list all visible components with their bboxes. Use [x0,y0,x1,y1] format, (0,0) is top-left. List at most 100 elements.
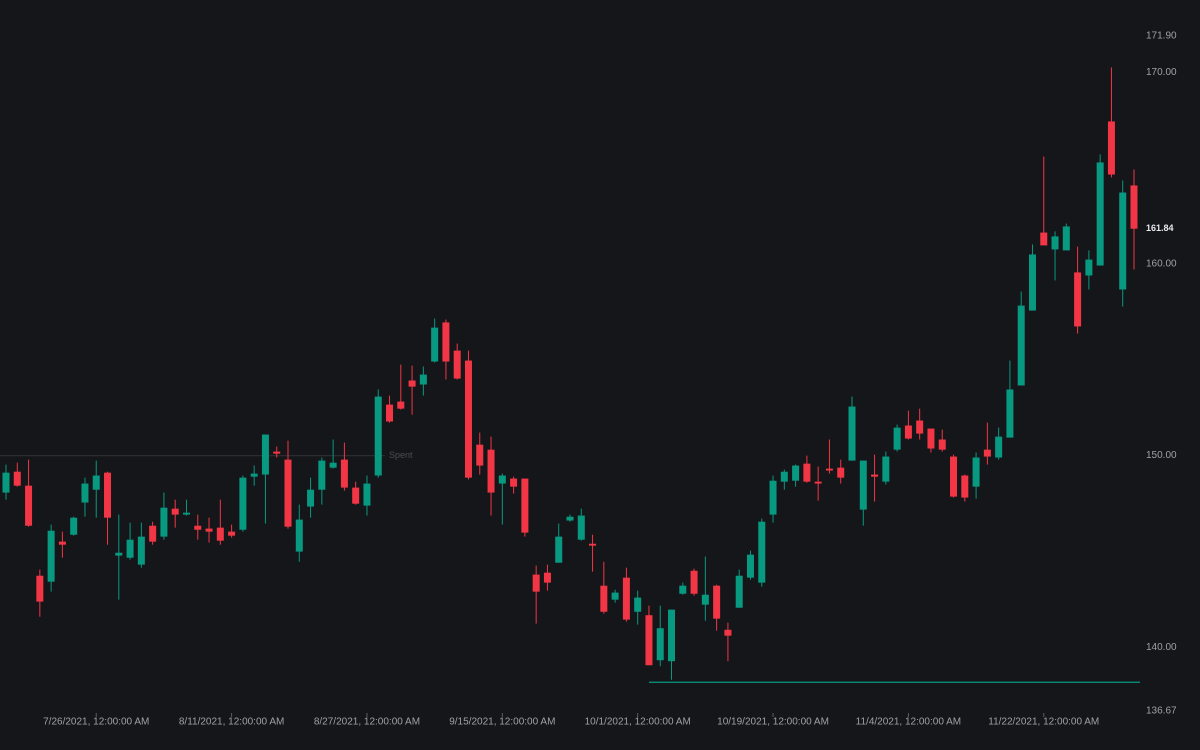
candle-body [104,472,112,518]
candle-body [1028,254,1036,311]
last-price-label: 161.84 [1146,223,1174,233]
candle-body [622,577,630,620]
candle-body [735,575,743,608]
candle-body [1074,272,1082,327]
candle-body [611,592,619,600]
y-tick-label: 171.90 [1146,31,1177,42]
candle-body [916,420,924,434]
candle-body [182,512,190,515]
candle-body [126,539,134,558]
candle-body [701,594,709,605]
y-tick-label: 160.00 [1146,259,1177,270]
candle-body [780,471,788,482]
candle-body [758,521,766,583]
price-line-label: Spent [389,450,413,460]
x-tick-label: 10/19/2021, 12:00:00 AM [717,717,829,728]
candle-body [295,519,303,552]
candle-body [386,404,394,422]
y-tick-label: 140.00 [1146,642,1177,653]
candle-body [521,478,529,533]
candle-body [92,475,100,490]
candle-body [938,439,946,450]
candle-body [1040,232,1048,246]
candle-body [803,463,811,482]
candle-body [487,449,495,493]
y-tick-label: 170.00 [1146,67,1177,78]
candle-body [656,628,664,661]
y-tick-label: 150.00 [1146,450,1177,461]
candle-body [690,570,698,594]
candle-body [893,427,901,450]
y-tick-label: 136.67 [1146,706,1177,717]
candle-body [927,428,935,449]
candle-body [859,460,867,510]
candle-body [284,459,292,527]
candle-body [374,396,382,476]
candle-body [746,554,754,578]
candle-body [837,467,845,478]
candle-body [769,480,777,515]
candle-body [160,507,168,537]
candle-body [47,530,55,582]
candle-body [645,615,653,666]
candle-body [194,525,202,530]
candle-body [724,629,732,636]
candle-body [814,481,822,484]
candle-body [453,350,461,379]
candle-body [36,575,44,602]
candle-body [498,475,506,484]
candle-body [137,536,145,565]
candle-body [1006,389,1014,438]
candle-body [476,444,484,466]
candle-body [216,527,224,541]
candle-body [58,541,66,545]
candle-body [510,478,518,487]
candle-body [70,517,78,535]
candle-body [1017,305,1025,386]
x-tick-label: 9/15/2021, 12:00:00 AM [449,717,555,728]
x-tick-label: 11/4/2021, 12:00:00 AM [856,717,961,728]
candle-body [825,468,833,471]
candle-body [25,485,33,526]
candle-body [532,574,540,592]
candle-body [1051,236,1059,250]
x-tick-label: 8/11/2021, 12:00:00 AM [179,717,284,728]
candle-body [318,460,326,490]
candle-body [848,406,856,461]
candle-body [250,473,258,477]
candle-body [205,528,213,532]
candle-body [228,531,236,536]
candle-body [2,472,10,493]
candle-body [464,360,472,478]
candle-body [792,465,800,481]
candle-body [950,456,958,497]
candle-body [239,477,247,530]
candle-body [329,462,337,468]
candle-body [995,436,1003,458]
candle-body [307,489,315,507]
x-tick-label: 11/22/2021, 12:00:00 AM [988,717,1099,728]
candle-body [1107,121,1115,175]
candle-body [363,483,371,506]
candle-body [408,380,416,387]
candle-body [904,425,912,439]
candle-body [566,516,574,521]
candle-body [1085,259,1093,276]
candle-body [81,483,89,503]
candle-body [600,585,608,612]
candle-body [431,327,439,362]
candle-body [397,401,405,409]
candle-body [882,456,890,482]
candle-body [634,597,642,612]
candle-body [1130,185,1138,229]
candle-body [577,515,585,540]
candle-body [149,525,157,542]
x-tick-label: 7/26/2021, 12:00:00 AM [43,717,149,728]
candle-body [442,322,450,362]
candle-body [171,508,179,515]
candle-body [1119,192,1127,290]
candle-body [668,609,676,662]
candle-body [871,474,879,477]
